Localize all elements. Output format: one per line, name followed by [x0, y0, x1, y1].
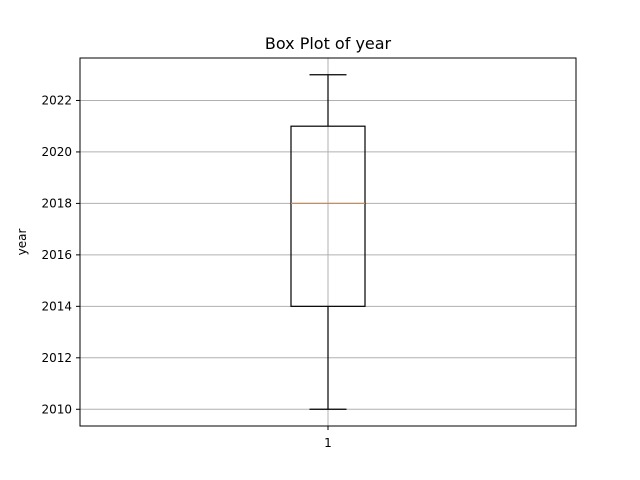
y-tick-label: 2022	[41, 93, 72, 107]
y-tick-label: 2012	[41, 351, 72, 365]
x-tick-label: 1	[324, 436, 332, 450]
y-tick-label: 2010	[41, 402, 72, 416]
chart-title: Box Plot of year	[265, 34, 392, 53]
y-axis-label: year	[15, 229, 29, 256]
y-tick-label: 2020	[41, 145, 72, 159]
y-tick-label: 2018	[41, 196, 72, 210]
x-axis-ticks: 1	[324, 426, 332, 450]
box-layer	[290, 74, 366, 410]
y-tick-label: 2014	[41, 299, 72, 313]
interquartile-box	[290, 125, 366, 307]
y-tick-label: 2016	[41, 248, 72, 262]
y-axis-ticks: 2010 2012 2014 2016 2018 2020 2022	[41, 93, 80, 416]
